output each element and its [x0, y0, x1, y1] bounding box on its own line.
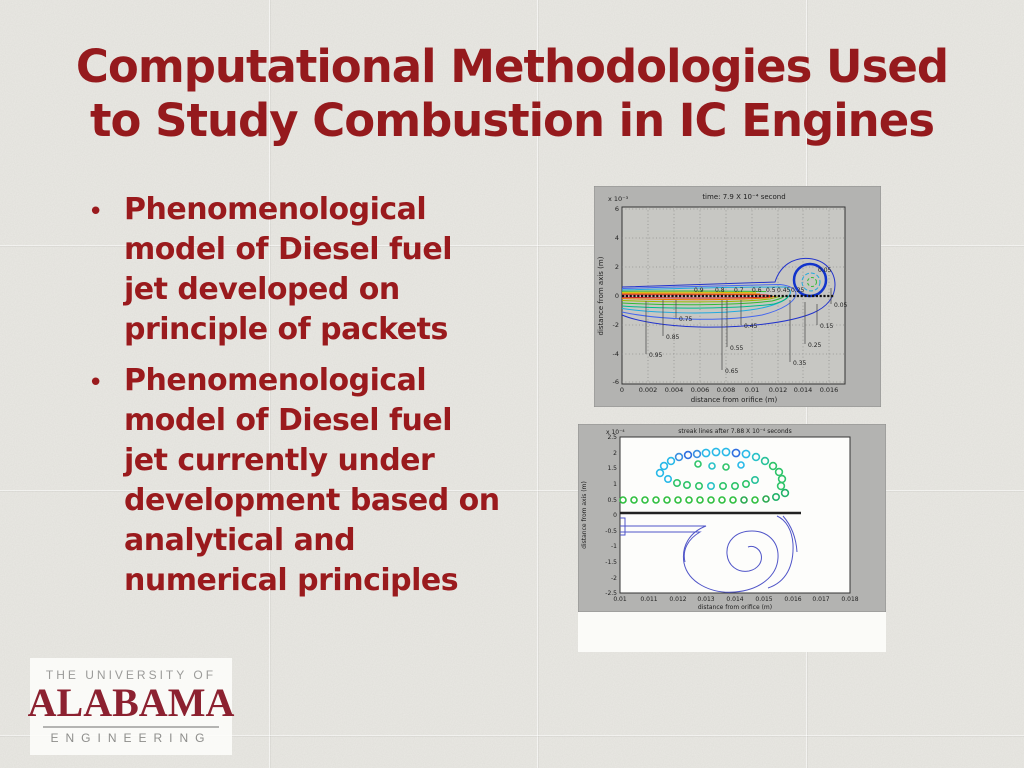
x-tick-label: 0.013: [697, 596, 714, 603]
figure-streakline-plot: streak lines after 7.88 X 10⁻⁴ seconds x…: [578, 424, 886, 652]
y-tick-label: -1: [611, 543, 617, 550]
bullet-item: • Phenomenological model of Diesel fuel …: [88, 361, 588, 601]
contour-label: 0.45: [744, 323, 758, 330]
vortex-inner-contour: [801, 272, 821, 292]
x-tick-label: 0.01: [745, 386, 759, 394]
x-axis-label: distance from orifice (m): [698, 604, 772, 611]
figure-white-margin: [578, 612, 886, 652]
logo-alabama-wordmark: ALABAMA: [27, 680, 235, 725]
contour-label: 0.05: [818, 267, 832, 274]
x-tick-label: 0.002: [639, 386, 658, 394]
y-tick-label: -2: [611, 575, 617, 582]
y-tick-label: -4: [613, 350, 619, 358]
y-tick-label: 4: [615, 234, 619, 242]
contour-label: 0.7: [734, 287, 744, 294]
plot-title: streak lines after 7.88 X 10⁻⁴ seconds: [678, 428, 791, 435]
y-axis-label: distance from axis (m): [597, 256, 605, 335]
figure-contour-plot: 0.95 0.85 0.75 0.65 0.55 0.45 0.35 0.25 …: [594, 186, 881, 407]
y-tick-label: 6: [615, 205, 619, 213]
contour-label: 0.55: [730, 345, 744, 352]
y-tick-label: -2.5: [605, 590, 617, 597]
x-tick-label: 0.014: [726, 596, 743, 603]
contour-label: 0.25: [791, 287, 805, 294]
texture-seam: [269, 0, 270, 768]
x-tick-label: 0.006: [691, 386, 710, 394]
x-tick-label: 0.004: [665, 386, 684, 394]
y-tick-label: 2: [615, 263, 619, 271]
x-tick-label: 0.01: [613, 596, 627, 603]
x-tick-label: 0.012: [769, 386, 788, 394]
y-tick-label: 1.5: [607, 465, 617, 472]
x-tick-label: 0.011: [640, 596, 657, 603]
x-tick-label: 0: [620, 386, 624, 394]
y-tick-label: 1: [613, 481, 617, 488]
contour-label: 0.65: [725, 368, 739, 375]
texture-seam: [537, 0, 538, 768]
y-tick-label: -1.5: [605, 559, 617, 566]
logo-university-of-text: THE UNIVERSITY OF: [45, 668, 217, 682]
y-tick-label: -2: [613, 321, 619, 329]
logo-engineering-text: ENGINEERING: [50, 731, 212, 745]
contour-leader-lines: [645, 288, 832, 370]
y-tick-label: 0: [613, 512, 617, 519]
x-tick-label: 0.012: [669, 596, 686, 603]
contour-label: 0.85: [666, 334, 680, 341]
x-tick-label: 0.016: [784, 596, 801, 603]
x-tick-label: 0.018: [841, 596, 858, 603]
contour-label: 0.35: [793, 360, 807, 367]
bullet-marker: •: [88, 368, 104, 398]
slide-title: Computational Methodologies Used to Stud…: [75, 40, 949, 147]
texture-seam: [0, 490, 1024, 491]
x-tick-label: 0.014: [794, 386, 813, 394]
bullet-text: Phenomenological model of Diesel fuel je…: [124, 363, 500, 598]
contour-label: 0.95: [649, 352, 663, 359]
y-axis-multiplier: x 10⁻³: [608, 195, 629, 203]
contour-label: 0.05: [834, 302, 848, 309]
contour-label: 0.75: [679, 316, 693, 323]
x-tick-label: 0.016: [820, 386, 839, 394]
y-tick-label: -6: [613, 378, 619, 386]
bullet-marker: •: [88, 197, 104, 227]
contour-label: 0.15: [820, 323, 834, 330]
contour-label: 0.25: [808, 342, 822, 349]
logo-divider-line: [43, 726, 219, 728]
university-logo: THE UNIVERSITY OF ALABAMA ENGINEERING: [27, 658, 235, 755]
contour-lines: [621, 257, 836, 328]
contour-label: 0.5: [766, 287, 776, 294]
y-tick-label: -0.5: [605, 528, 617, 535]
y-tick-label: 2: [613, 450, 617, 457]
bullet-item: • Phenomenological model of Diesel fuel …: [88, 190, 588, 350]
y-tick-label: 0: [615, 292, 619, 300]
texture-seam: [0, 735, 1024, 736]
y-axis-label: distance from axis (m): [581, 481, 588, 549]
y-tick-label: 0.5: [607, 497, 617, 504]
vortex-inner-contour: [807, 277, 817, 287]
streak-markers-loop: [655, 447, 787, 491]
x-tick-label: 0.017: [812, 596, 829, 603]
bullet-text: Phenomenological model of Diesel fuel je…: [124, 192, 453, 347]
bullet-list: • Phenomenological model of Diesel fuel …: [88, 190, 588, 601]
texture-seam: [0, 245, 1024, 246]
axes-area: [619, 436, 851, 594]
contour-label: 0.45: [777, 287, 791, 294]
x-axis-label: distance from orifice (m): [691, 396, 778, 404]
x-tick-label: 0.008: [717, 386, 736, 394]
y-tick-label: 2.5: [607, 434, 617, 441]
contour-label: 0.6: [752, 287, 762, 294]
contour-label: 0.9: [694, 287, 704, 294]
y-axis-multiplier: x 10⁻⁴: [606, 429, 625, 436]
plot-title: time: 7.9 X 10⁻⁴ second: [702, 193, 785, 201]
streamlines: [620, 515, 798, 593]
x-tick-label: 0.015: [755, 596, 772, 603]
contour-label: 0.8: [715, 287, 725, 294]
streak-markers-row: [619, 488, 790, 504]
